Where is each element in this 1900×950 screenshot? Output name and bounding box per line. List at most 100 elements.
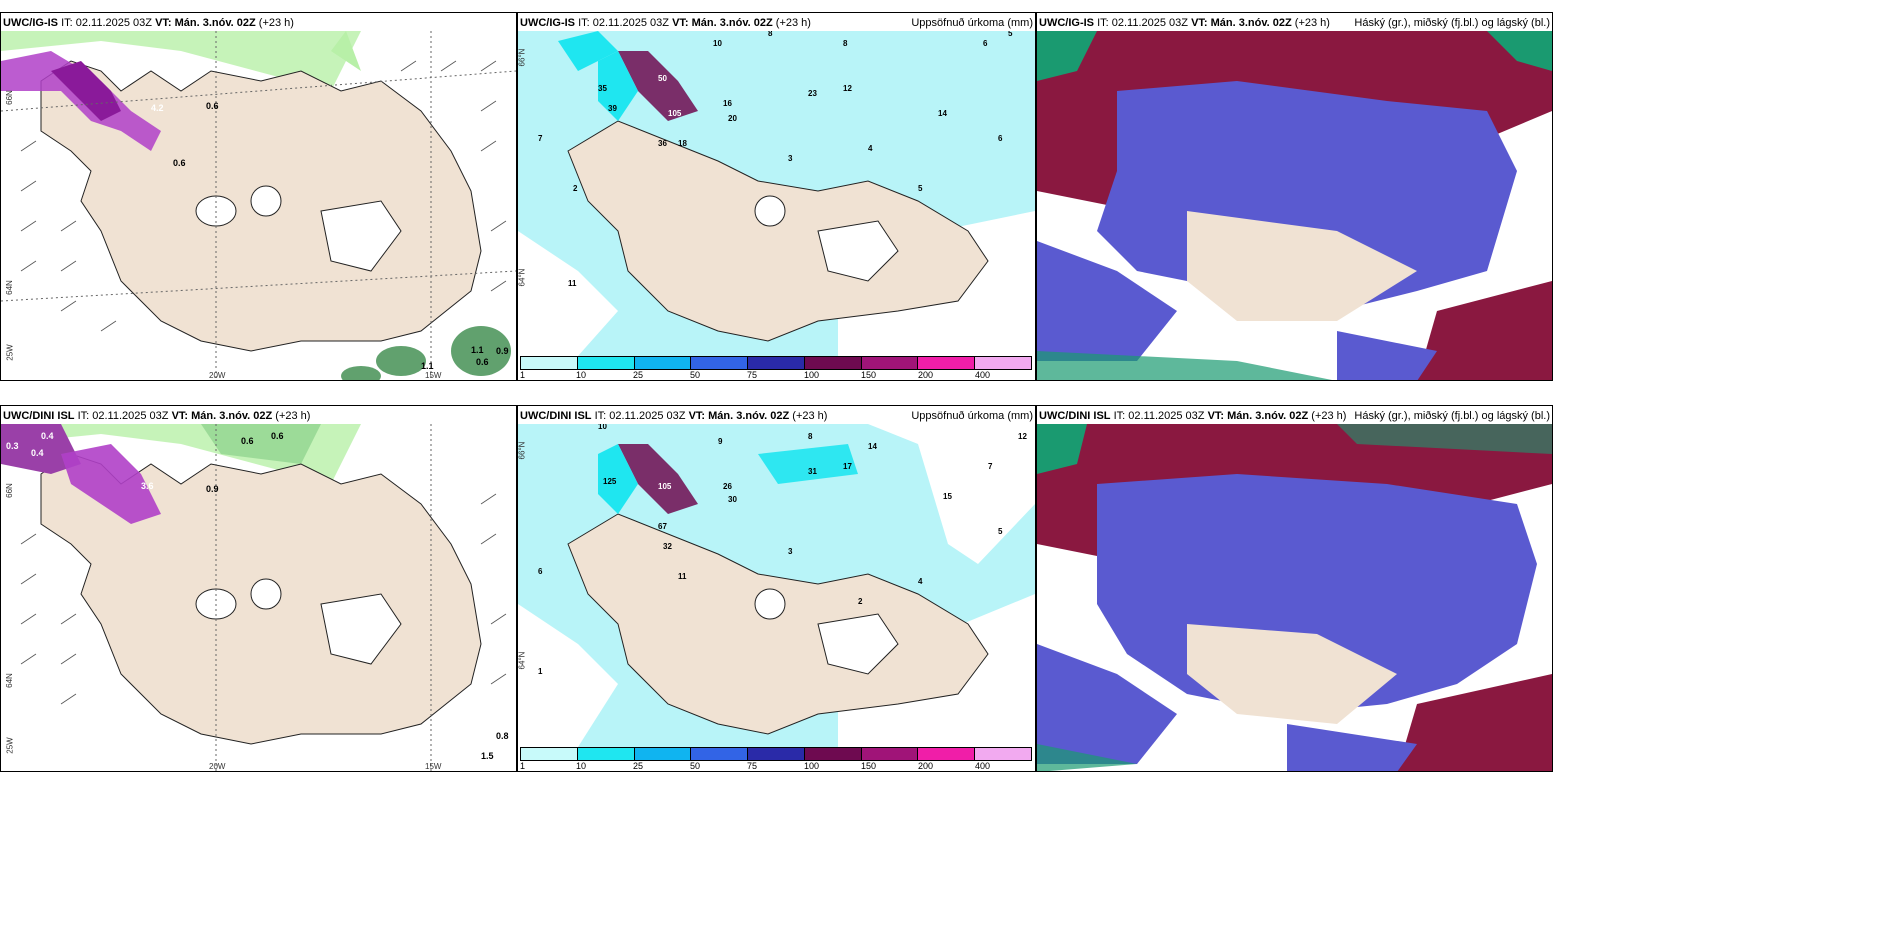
label: 17 [843, 462, 852, 471]
legend-swatch [748, 357, 805, 369]
label: 125 [603, 477, 617, 486]
legend-tick: 25 [633, 370, 644, 380]
legend-swatch [577, 748, 635, 760]
legend-swatch [804, 357, 862, 369]
label: 30 [728, 495, 737, 504]
legend-swatch [748, 748, 805, 760]
lat-label: 66N [4, 90, 14, 105]
label: 8 [843, 39, 848, 48]
label: 4 [918, 577, 923, 586]
legend-tick: 200 [918, 761, 934, 771]
label: 39 [608, 104, 617, 113]
lat-label: 66°N [517, 48, 527, 67]
label: 0.6 [271, 431, 284, 441]
label: 23 [808, 89, 817, 98]
label: 18 [678, 139, 687, 148]
legend-tick: 1 [520, 761, 526, 771]
label: 0.6 [206, 101, 219, 111]
label: 1.1 [471, 345, 484, 355]
label: 1.1 [421, 361, 434, 371]
legend-swatch [634, 357, 692, 369]
label: 4 [868, 144, 873, 153]
label: 1 [538, 667, 543, 676]
label: 50 [658, 74, 667, 83]
legend-swatch [634, 748, 692, 760]
label: 12 [1018, 432, 1027, 441]
legend-tick: 25 [633, 761, 644, 771]
legend-swatch [918, 357, 976, 369]
label: 105 [658, 482, 672, 491]
label: 3.6 [141, 481, 154, 491]
panel-header: UWC/DINI ISL IT: 02.11.2025 03Z VT: Mán.… [1039, 410, 1347, 422]
panel-dini-wind: UWC/DINI ISL IT: 02.11.2025 03Z VT: Mán.… [0, 405, 517, 772]
precip-legend [520, 356, 1032, 370]
label: 0.3 [6, 441, 19, 451]
label: 8 [768, 31, 773, 38]
label: 6 [983, 39, 988, 48]
map-clouds-dini [1037, 424, 1552, 771]
label: 7 [988, 462, 993, 471]
legend-tick: 50 [690, 761, 701, 771]
label: 105 [668, 109, 682, 118]
label: 0.9 [496, 346, 509, 356]
map-wind-dini: 0.3 0.4 0.4 0.6 0.6 3.6 0.9 0.8 1.5 [1, 424, 516, 771]
label: 11 [568, 279, 577, 288]
label: 2 [573, 184, 578, 193]
lon-label: 15W [425, 371, 442, 380]
label: 7 [538, 134, 543, 143]
label: 5 [1008, 31, 1013, 38]
lat-label: 64°N [517, 651, 527, 670]
panel-title: Háský (gr.), miðský (fj.bl.) og lágský (… [1354, 410, 1550, 422]
panel-dini-precip: UWC/DINI ISL IT: 02.11.2025 03Z VT: Mán.… [517, 405, 1036, 772]
panel-dini-clouds: UWC/DINI ISL IT: 02.11.2025 03Z VT: Mán.… [1036, 405, 1553, 772]
label: 0.4 [31, 448, 44, 458]
legend-swatch [521, 357, 578, 369]
label: 0.6 [476, 357, 489, 367]
legend-swatch [861, 357, 919, 369]
legend-swatch [975, 748, 1032, 760]
label: 31 [808, 467, 817, 476]
lat-label: 64°N [517, 268, 527, 287]
panel-ig-precip: UWC/IG-IS IT: 02.11.2025 03Z VT: Mán. 3.… [517, 12, 1036, 381]
legend-tick: 75 [747, 370, 758, 380]
panel-header: UWC/IG-IS IT: 02.11.2025 03Z VT: Mán. 3.… [1039, 17, 1330, 29]
legend-swatch [691, 357, 749, 369]
map-precip-ig: 10 8 8 6 5 39 35 50 105 36 16 20 23 12 1… [518, 31, 1035, 356]
label: 1.5 [481, 751, 494, 761]
panel-header: UWC/IG-IS IT: 02.11.2025 03Z VT: Mán. 3.… [520, 17, 811, 29]
label: 11 [678, 572, 687, 581]
lat-label: 66°N [517, 441, 527, 460]
label: 14 [938, 109, 947, 118]
lon-label: 20W [209, 371, 226, 380]
lat-label: 25W [5, 737, 15, 754]
legend-tick: 150 [861, 370, 877, 380]
label: 6 [998, 134, 1003, 143]
label: 0.8 [496, 731, 509, 741]
label: 4.2 [151, 103, 164, 113]
label: 8 [808, 432, 813, 441]
panel-header: UWC/DINI ISL IT: 02.11.2025 03Z VT: Mán.… [520, 410, 828, 422]
legend-swatch [521, 748, 578, 760]
legend-tick: 100 [804, 370, 820, 380]
legend-swatch [918, 748, 976, 760]
legend-swatch [975, 357, 1032, 369]
panel-title: Háský (gr.), miðský (fj.bl.) og lágský (… [1354, 17, 1550, 29]
legend-swatch [804, 748, 862, 760]
lat-label: 64N [4, 280, 14, 295]
label: 32 [663, 542, 672, 551]
label: 5 [918, 184, 923, 193]
label: 12 [843, 84, 852, 93]
legend-swatch [577, 357, 635, 369]
legend-tick: 75 [747, 761, 758, 771]
label: 0.4 [41, 431, 54, 441]
legend-tick: 400 [975, 370, 991, 380]
lon-label: 15W [425, 762, 442, 771]
legend-tick: 10 [576, 370, 587, 380]
legend-tick: 400 [975, 761, 991, 771]
panel-title: Uppsöfnuð úrkoma (mm) [911, 410, 1033, 422]
label: 2 [858, 597, 863, 606]
label: 10 [713, 39, 722, 48]
map-precip-dini: 10 9 8 7 125 105 67 32 26 30 31 17 15 14… [518, 424, 1035, 747]
label: 35 [598, 84, 607, 93]
panel-header: UWC/DINI ISL IT: 02.11.2025 03Z VT: Mán.… [3, 410, 311, 422]
